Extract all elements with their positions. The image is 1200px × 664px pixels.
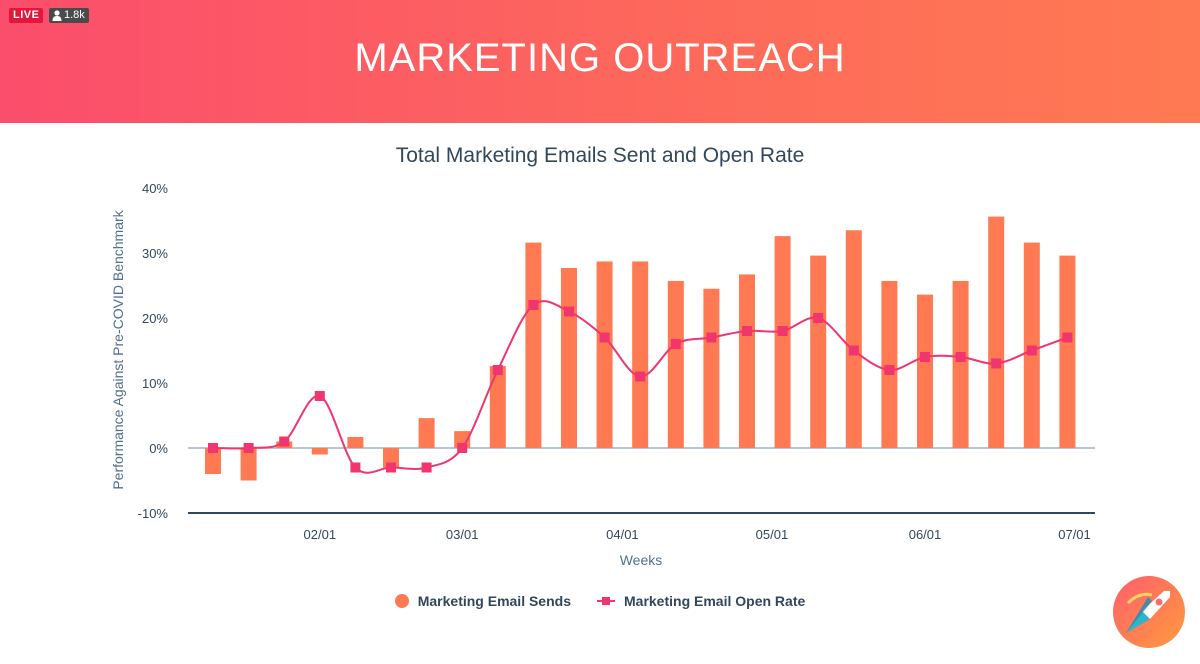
y-tick-label: 10% [142,376,168,391]
bar-marketing-email-sends[interactable] [240,448,257,481]
y-tick-label: 30% [142,246,168,261]
bar-marketing-email-sends[interactable] [632,261,649,448]
bar-marketing-email-sends[interactable] [489,366,506,448]
viewer-count: 1.8k [64,9,85,21]
person-icon [52,10,62,21]
bar-marketing-email-sends[interactable] [774,236,791,448]
x-tick-label: 03/01 [446,527,479,542]
y-tick-label: -10% [138,506,169,521]
legend: Marketing Email Sends Marketing Email Op… [0,593,1200,609]
legend-item-sends[interactable]: Marketing Email Sends [394,593,571,609]
x-tick-label: 02/01 [304,527,337,542]
marker-marketing-email-open-rate[interactable] [991,358,1002,369]
page-title: MARKETING OUTREACH [354,36,846,80]
chart-title: Total Marketing Emails Sent and Open Rat… [395,144,805,167]
x-tick-label: 04/01 [606,527,639,542]
bar-series [205,216,1076,481]
bar-marketing-email-sends[interactable] [1059,255,1076,448]
legend-item-open-rate[interactable]: Marketing Email Open Rate [597,593,805,609]
x-axis: 02/01 03/01 04/01 05/01 06/01 07/01 [304,527,1091,542]
bar-marketing-email-sends[interactable] [667,280,684,448]
marker-marketing-email-open-rate[interactable] [243,443,254,453]
marker-marketing-email-open-rate[interactable] [1026,345,1037,356]
bar-marketing-email-sends[interactable] [205,448,221,474]
marker-marketing-email-open-rate[interactable] [742,326,752,336]
marker-marketing-email-open-rate[interactable] [920,352,930,362]
legend-label-sends: Marketing Email Sends [417,593,571,609]
bar-marketing-email-sends[interactable] [810,255,827,448]
marker-marketing-email-open-rate[interactable] [492,365,503,375]
bar-marketing-email-sends[interactable] [561,267,577,448]
header-banner: MARKETING OUTREACH [0,0,1200,123]
marker-marketing-email-open-rate[interactable] [848,345,859,356]
marker-marketing-email-open-rate[interactable] [350,462,361,473]
legend-marker-open-rate [597,594,615,608]
bar-marketing-email-sends[interactable] [845,230,862,448]
bar-marketing-email-sends[interactable] [739,274,755,448]
marker-marketing-email-open-rate[interactable] [564,306,574,317]
y-tick-label: 40% [142,181,168,196]
x-axis-title: Weeks [620,552,663,568]
marker-marketing-email-open-rate[interactable] [884,365,895,375]
bar-marketing-email-sends[interactable] [418,418,435,448]
bar-marketing-email-sends[interactable] [917,294,933,448]
bar-marketing-email-sends[interactable] [311,448,328,455]
y-axis-title: Performance Against Pre-COVID Benchmark [110,209,126,489]
x-tick-label: 05/01 [756,527,789,542]
x-tick-label: 07/01 [1058,527,1091,542]
marker-marketing-email-open-rate[interactable] [1062,332,1073,343]
bar-marketing-email-sends[interactable] [1023,242,1040,448]
bar-marketing-email-sends[interactable] [952,280,969,448]
bar-marketing-email-sends[interactable] [525,242,542,448]
bar-marketing-email-sends[interactable] [347,436,364,448]
y-axis: -10% 0% 10% 20% 30% 40% [138,181,169,521]
marker-marketing-email-open-rate[interactable] [706,332,717,343]
marker-marketing-email-open-rate[interactable] [386,462,396,473]
y-tick-label: 0% [149,441,168,456]
y-tick-label: 20% [142,311,168,326]
marker-marketing-email-open-rate[interactable] [599,332,610,343]
legend-label-open-rate: Marketing Email Open Rate [624,593,806,609]
bar-marketing-email-sends[interactable] [596,261,613,448]
marker-marketing-email-open-rate[interactable] [314,391,325,401]
marker-marketing-email-open-rate[interactable] [279,436,290,447]
marker-marketing-email-open-rate[interactable] [528,300,539,310]
line-markers [208,300,1073,473]
marker-marketing-email-open-rate[interactable] [635,371,646,382]
marker-marketing-email-open-rate[interactable] [457,443,468,453]
live-badge: LIVE [9,8,44,23]
bar-marketing-email-sends[interactable] [881,280,898,448]
marker-marketing-email-open-rate[interactable] [208,443,218,453]
marker-marketing-email-open-rate[interactable] [777,326,788,336]
bar-marketing-email-sends[interactable] [703,288,720,448]
rocket-logo-icon [1113,576,1185,648]
legend-marker-sends [394,594,409,608]
viewer-count-badge: 1.8k [49,8,89,23]
x-tick-label: 06/01 [909,527,942,542]
marker-marketing-email-open-rate[interactable] [955,352,966,362]
marker-marketing-email-open-rate[interactable] [813,313,824,323]
marker-marketing-email-open-rate[interactable] [421,462,432,473]
bar-marketing-email-sends[interactable] [988,216,1005,448]
marker-marketing-email-open-rate[interactable] [670,339,681,349]
